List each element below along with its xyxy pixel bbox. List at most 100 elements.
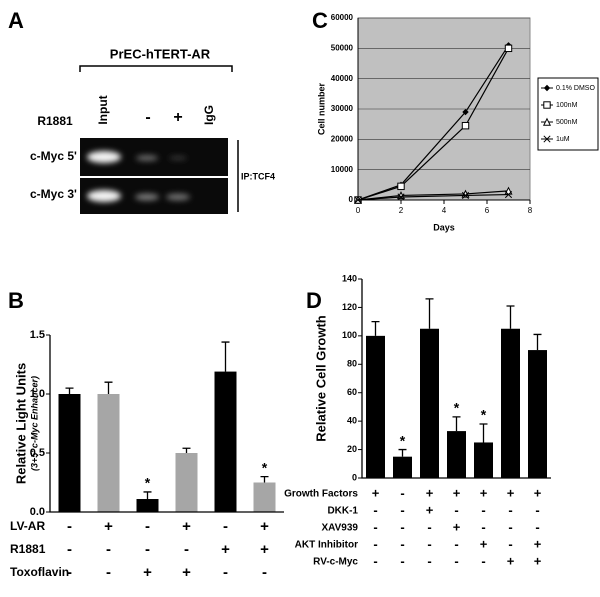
y-tick-label: 0.5 bbox=[30, 447, 45, 459]
bar bbox=[474, 442, 493, 478]
condition-sign: + bbox=[426, 485, 434, 500]
significance: * bbox=[481, 407, 487, 423]
x-tick-label: 2 bbox=[399, 206, 404, 215]
condition-sign: + bbox=[143, 564, 152, 581]
marker bbox=[504, 190, 513, 199]
condition-sign: - bbox=[427, 536, 431, 551]
error-bar bbox=[260, 475, 269, 483]
condition-sign: - bbox=[262, 564, 267, 581]
y-tick-label: 100 bbox=[342, 330, 357, 340]
error-bar bbox=[65, 387, 74, 394]
marker bbox=[542, 117, 552, 126]
y-tick-label: 40 bbox=[347, 416, 357, 426]
condition-sign: + bbox=[221, 541, 230, 558]
bar bbox=[97, 394, 120, 512]
y-tick-label: 80 bbox=[347, 359, 357, 369]
y-tick-label: 0.0 bbox=[30, 506, 45, 518]
condition-sign: - bbox=[454, 536, 458, 551]
y-tick-label: 60000 bbox=[331, 13, 354, 22]
condition-label: XAV939 bbox=[321, 523, 358, 534]
condition-sign: + bbox=[480, 536, 488, 551]
y-tick-label: 30000 bbox=[331, 104, 354, 113]
condition-sign: - bbox=[223, 518, 228, 535]
y-tick-label: 10000 bbox=[331, 165, 354, 174]
legend-label: 0.1% DMSO bbox=[556, 85, 595, 92]
bracket bbox=[79, 65, 233, 72]
lane-label: Input bbox=[96, 95, 110, 124]
marker bbox=[461, 121, 470, 130]
marker bbox=[397, 182, 405, 191]
series-line bbox=[357, 190, 509, 201]
condition-sign: - bbox=[373, 502, 377, 517]
marker bbox=[462, 108, 469, 116]
condition-sign: + bbox=[104, 518, 113, 535]
panel-label: B bbox=[8, 288, 24, 313]
y-tick-label: 1.0 bbox=[30, 388, 45, 400]
condition-sign: - bbox=[535, 519, 539, 534]
condition-sign: - bbox=[67, 564, 72, 581]
condition-sign: + bbox=[480, 485, 488, 500]
y-tick-label: 140 bbox=[342, 273, 357, 283]
bar bbox=[501, 328, 520, 478]
condition-sign: + bbox=[182, 518, 191, 535]
condition-sign: - bbox=[184, 541, 189, 558]
x-axis-title: Days bbox=[433, 222, 455, 232]
condition-sign: - bbox=[106, 564, 111, 581]
condition-label: Growth Factors bbox=[284, 489, 358, 500]
condition-sign: - bbox=[508, 536, 512, 551]
condition-label: AKT Inhibitor bbox=[295, 540, 358, 551]
series-line bbox=[357, 44, 510, 201]
error-bar bbox=[533, 333, 542, 351]
marker bbox=[543, 84, 551, 92]
error-bar bbox=[182, 447, 191, 453]
bar bbox=[393, 456, 412, 478]
condition-sign: - bbox=[67, 518, 72, 535]
condition-sign: - bbox=[400, 519, 404, 534]
significance: * bbox=[145, 475, 151, 491]
condition-sign: - bbox=[145, 518, 150, 535]
y-tick-label: 40000 bbox=[331, 74, 354, 83]
condition-sign: + bbox=[260, 518, 269, 535]
bar bbox=[528, 350, 547, 478]
condition-sign: - bbox=[400, 553, 404, 568]
condition-sign: + bbox=[182, 564, 191, 581]
marker bbox=[354, 196, 362, 204]
panel-label: D bbox=[306, 288, 322, 313]
condition-sign: + bbox=[534, 485, 542, 500]
y-tick-label: 1.5 bbox=[30, 329, 45, 341]
condition-sign: - bbox=[400, 536, 404, 551]
axes bbox=[361, 279, 551, 479]
condition-label: R1881 bbox=[10, 542, 46, 556]
condition-sign: - bbox=[427, 553, 431, 568]
y-axis-title: Relative Cell Growth bbox=[313, 315, 328, 441]
ip-label: IP:TCF4 bbox=[241, 171, 275, 181]
legend-label: 1uM bbox=[556, 136, 570, 143]
gel-panel: PrEC-hTERT-AR Input - + IgG R1881 c-Myc … bbox=[30, 46, 275, 214]
x-tick-label: 8 bbox=[528, 206, 533, 215]
y-tick-label: 0 bbox=[349, 195, 354, 204]
condition-label: Toxoflavin bbox=[10, 565, 69, 579]
marker bbox=[397, 193, 405, 201]
condition-sign: - bbox=[400, 502, 404, 517]
condition-sign: + bbox=[534, 553, 542, 568]
condition-sign: + bbox=[453, 519, 461, 534]
condition-label: DKK-1 bbox=[327, 506, 358, 517]
x-tick-label: 6 bbox=[485, 206, 490, 215]
treatment-label: R1881 bbox=[37, 114, 73, 128]
error-bar bbox=[398, 448, 407, 457]
row-label: c-Myc 3' bbox=[30, 187, 77, 201]
y-axis-title: Cell number bbox=[316, 83, 326, 136]
x-tick-label: 0 bbox=[356, 206, 361, 215]
condition-sign: - bbox=[373, 553, 377, 568]
condition-sign: + bbox=[534, 536, 542, 551]
bar bbox=[58, 394, 81, 512]
lane-label: IgG bbox=[202, 105, 216, 125]
series-line bbox=[357, 48, 510, 201]
condition-sign: - bbox=[223, 564, 228, 581]
gel-title: PrEC-hTERT-AR bbox=[110, 46, 211, 61]
error-bar bbox=[425, 298, 434, 329]
condition-sign: - bbox=[67, 541, 72, 558]
condition-sign: - bbox=[106, 541, 111, 558]
bar bbox=[366, 335, 385, 478]
marker bbox=[543, 135, 551, 143]
